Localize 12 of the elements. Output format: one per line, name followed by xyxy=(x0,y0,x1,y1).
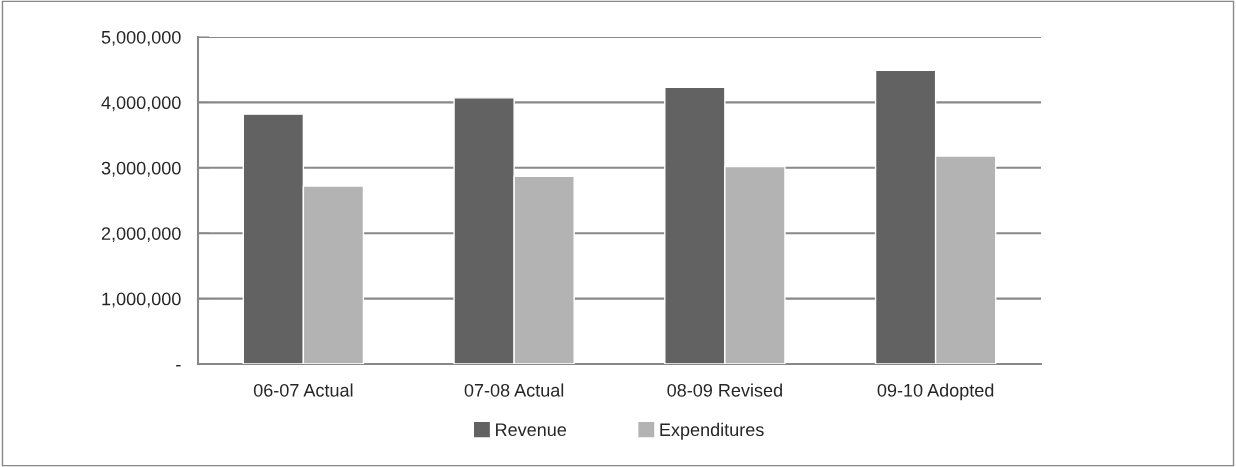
x-tick-label: 07-08 Actual xyxy=(464,383,564,397)
y-tick-label: 4,000,000 xyxy=(101,96,181,112)
y-tick-label: 5,000,000 xyxy=(101,30,181,46)
y-tick-label: 1,000,000 xyxy=(102,292,181,308)
x-tick-label: 09-10 Adopted xyxy=(877,383,994,401)
y-tick-label: 2,000,000 xyxy=(101,227,181,243)
legend-label: Expenditures xyxy=(660,422,764,440)
x-tick-label: 06-07 Actual xyxy=(253,383,353,397)
x-tick-label: 08-09 Revised xyxy=(667,383,782,397)
y-tick-label: 3,000,000 xyxy=(101,161,181,177)
y-tick-label: - xyxy=(176,365,181,367)
legend-label: Revenue xyxy=(496,423,567,437)
